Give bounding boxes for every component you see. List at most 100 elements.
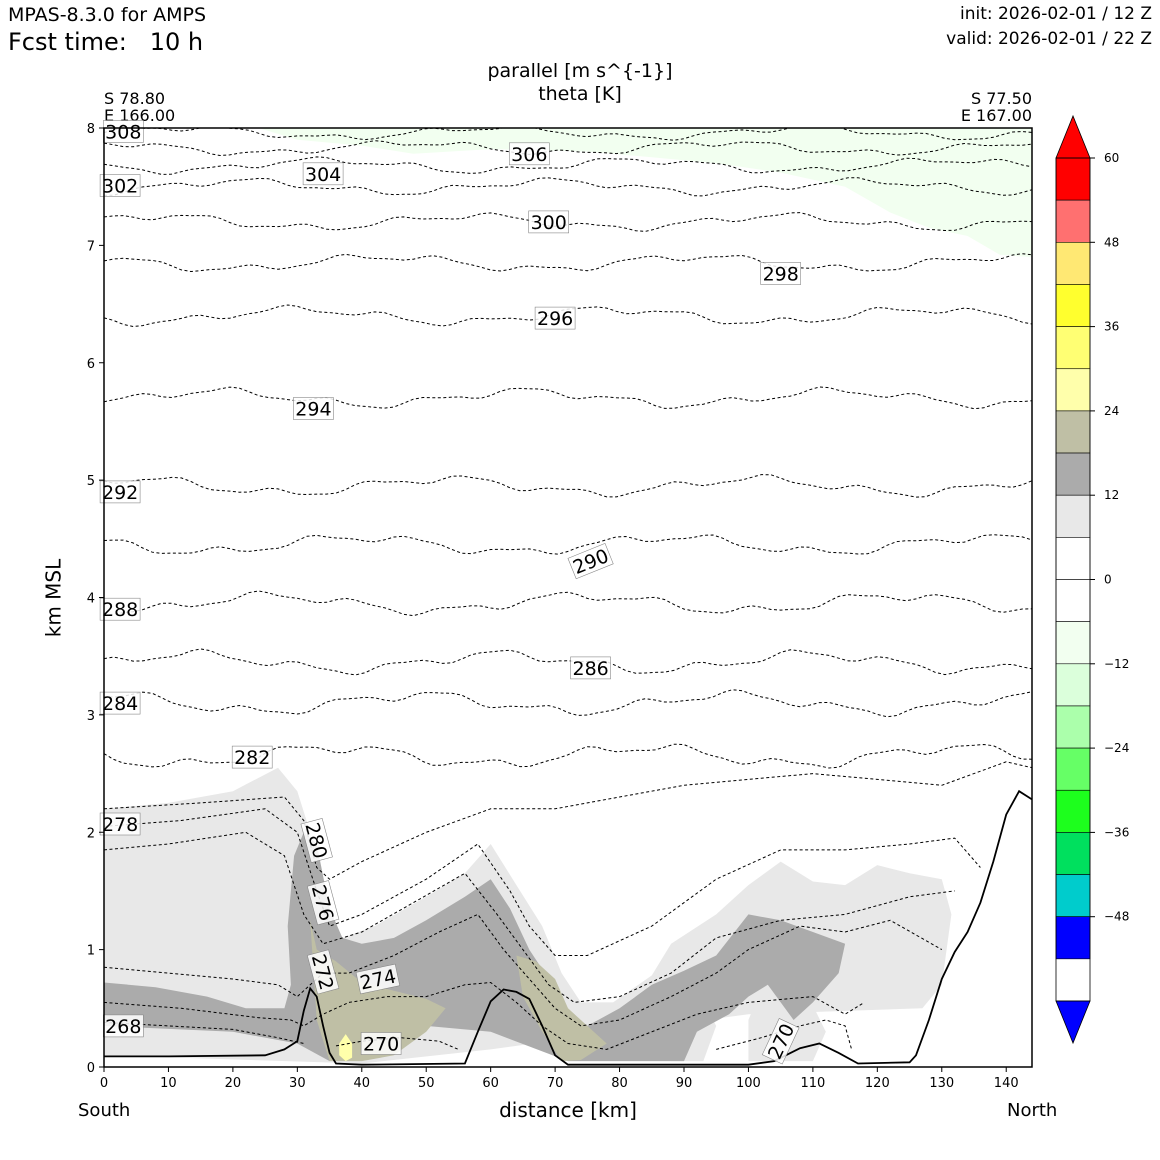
colorbar-segment bbox=[1055, 410, 1091, 454]
theta-label-300: 300 bbox=[528, 210, 570, 234]
theta-label-290: 290 bbox=[567, 543, 614, 580]
x-tick-label: 140 bbox=[994, 1076, 1019, 1091]
theta-label-294: 294 bbox=[293, 397, 334, 421]
theta-label-text: 288 bbox=[102, 599, 138, 621]
colorbar-tick-label: −36 bbox=[1104, 825, 1129, 839]
theta-label-text: 282 bbox=[234, 747, 270, 769]
y-tick-label: 5 bbox=[87, 474, 95, 489]
init-time: init: 2026-02-01 / 12 Z bbox=[959, 4, 1152, 24]
theta-contour-268-7 bbox=[104, 1021, 304, 1044]
theta-contour-276-2 bbox=[104, 831, 955, 1003]
colorbar-tick-label: −48 bbox=[1104, 910, 1129, 924]
wind-region-olive-1 bbox=[516, 955, 607, 1062]
theta-label-text: 300 bbox=[531, 212, 567, 234]
colorbar-tick-label: 12 bbox=[1104, 488, 1119, 502]
theta-contour-280-0 bbox=[104, 761, 1032, 880]
colorbar-tick-label: 0 bbox=[1104, 573, 1112, 587]
theta-label-296: 296 bbox=[534, 306, 576, 330]
theta-label-box bbox=[306, 949, 340, 995]
theta-label-text: 278 bbox=[102, 814, 138, 836]
theta-label-298: 298 bbox=[760, 262, 802, 286]
theta-label-text: 270 bbox=[363, 1034, 399, 1056]
forecast-time-value: 10 h bbox=[149, 28, 204, 56]
wind-region-dark-0 bbox=[104, 832, 846, 1062]
colorbar-segment bbox=[1055, 747, 1091, 791]
valid-time: valid: 2026-02-01 / 22 Z bbox=[946, 29, 1152, 49]
colorbar-segment bbox=[1055, 832, 1091, 875]
right-longitude: E 167.00 bbox=[960, 106, 1032, 125]
theta-label-292: 292 bbox=[99, 480, 141, 504]
x-tick-label: 90 bbox=[676, 1076, 693, 1091]
colorbar-tick-label: −12 bbox=[1104, 657, 1129, 671]
theta-label-text: 268 bbox=[105, 1016, 141, 1038]
right-latitude: S 77.50 bbox=[970, 89, 1032, 108]
theta-contour-294 bbox=[104, 386, 1032, 410]
colorbar-segment bbox=[1055, 874, 1091, 917]
theta-label-box bbox=[293, 397, 334, 420]
theta-label-text: 298 bbox=[763, 264, 799, 286]
theta-label-box bbox=[567, 543, 614, 580]
theta-label-text: 290 bbox=[570, 545, 612, 579]
y-tick-label: 1 bbox=[87, 944, 95, 959]
forecast-time: Fcst time: 10 h bbox=[8, 28, 203, 56]
x-tick-label: 30 bbox=[289, 1076, 306, 1091]
theta-label-302: 302 bbox=[99, 174, 141, 198]
theta-contour-308 bbox=[104, 128, 1032, 141]
theta-label-286: 286 bbox=[570, 656, 611, 680]
colorbar-segment bbox=[1055, 789, 1091, 833]
colorbar-extend-min bbox=[1055, 1000, 1091, 1045]
wind-region-green-0 bbox=[258, 128, 1032, 258]
colorbar-segment bbox=[1055, 579, 1091, 622]
theta-label-text: 302 bbox=[102, 176, 138, 198]
x-tick-label: 130 bbox=[929, 1076, 954, 1091]
theta-label-box bbox=[360, 1032, 402, 1055]
x-tick-label: 40 bbox=[354, 1076, 371, 1091]
colorbar-tick-label: 48 bbox=[1104, 235, 1119, 249]
theta-label-box bbox=[99, 691, 141, 715]
y-tick-label: 4 bbox=[87, 592, 95, 607]
theta-contour-270-6 bbox=[716, 1019, 853, 1050]
y-tick-label: 7 bbox=[87, 239, 95, 254]
colorbar-tick-label: 24 bbox=[1104, 404, 1119, 418]
terrain-line bbox=[104, 789, 1032, 1066]
theta-label-text: 306 bbox=[511, 144, 547, 166]
theta-label-306: 306 bbox=[508, 142, 550, 166]
forecast-time-label: Fcst time: bbox=[8, 28, 127, 56]
colorbar-segment bbox=[1055, 452, 1091, 496]
x-tick-label: 80 bbox=[611, 1076, 628, 1091]
x-tick-label: 50 bbox=[418, 1076, 435, 1091]
wind-shading-layer bbox=[104, 128, 1032, 1064]
chart-subtitle: theta [K] bbox=[538, 83, 622, 105]
y-axis: 0 1 2 3 4 5 6 7 8 bbox=[87, 122, 104, 1076]
theta-label-274: 274 bbox=[355, 963, 401, 995]
y-tick-label: 3 bbox=[87, 709, 95, 724]
theta-label-box bbox=[528, 210, 570, 234]
theta-label-282: 282 bbox=[231, 745, 273, 769]
theta-contour-270-5 bbox=[335, 1037, 459, 1050]
chart-title: parallel [m s^{-1}] bbox=[487, 60, 673, 82]
colorbar-segment bbox=[1055, 284, 1091, 327]
x-axis: 0 10 20 30 40 50 60 70 80 90 100 110 120 130 140 bbox=[100, 1067, 1019, 1091]
theta-contour-298 bbox=[104, 253, 1032, 273]
colorbar-segment bbox=[1055, 199, 1091, 243]
south-endpoint-label: South bbox=[78, 1100, 131, 1121]
theta-label-text: 304 bbox=[305, 164, 341, 186]
theta-contour-274-3 bbox=[104, 913, 943, 1027]
x-tick-label: 70 bbox=[547, 1076, 564, 1091]
theta-label-text: 286 bbox=[572, 658, 608, 680]
x-tick-label: 0 bbox=[100, 1076, 108, 1091]
left-latitude: S 78.80 bbox=[104, 89, 166, 108]
theta-label-box bbox=[302, 162, 344, 186]
theta-label-box bbox=[760, 262, 802, 285]
colorbar-segment bbox=[1055, 368, 1091, 412]
theta-label-box bbox=[570, 656, 611, 680]
colorbar: 60 48 36 24 12 0 −12 −24 −36 −48 bbox=[1055, 114, 1129, 1045]
y-tick-label: 8 bbox=[87, 122, 95, 137]
colorbar-segment bbox=[1055, 157, 1091, 201]
theta-label-268: 268 bbox=[103, 1014, 144, 1038]
colorbar-segment bbox=[1055, 621, 1091, 665]
theta-label-text: 284 bbox=[102, 693, 138, 715]
colorbar-segment bbox=[1055, 916, 1091, 960]
x-tick-label: 60 bbox=[482, 1076, 499, 1091]
model-title: MPAS-8.3.0 for AMPS bbox=[8, 4, 207, 26]
